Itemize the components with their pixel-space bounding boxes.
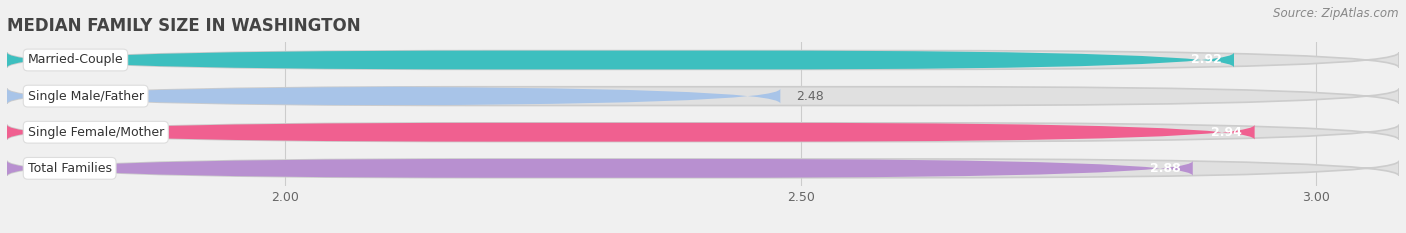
- Text: Single Male/Father: Single Male/Father: [28, 90, 143, 103]
- Text: Married-Couple: Married-Couple: [28, 54, 124, 66]
- FancyBboxPatch shape: [7, 51, 1399, 69]
- FancyBboxPatch shape: [7, 159, 1192, 178]
- Text: 2.94: 2.94: [1212, 126, 1243, 139]
- FancyBboxPatch shape: [7, 87, 1399, 106]
- Text: 2.92: 2.92: [1191, 54, 1222, 66]
- Text: Single Female/Mother: Single Female/Mother: [28, 126, 165, 139]
- Text: 2.88: 2.88: [1150, 162, 1181, 175]
- Text: Source: ZipAtlas.com: Source: ZipAtlas.com: [1274, 7, 1399, 20]
- FancyBboxPatch shape: [7, 51, 1234, 69]
- Text: MEDIAN FAMILY SIZE IN WASHINGTON: MEDIAN FAMILY SIZE IN WASHINGTON: [7, 17, 361, 35]
- FancyBboxPatch shape: [7, 159, 1399, 178]
- FancyBboxPatch shape: [7, 87, 780, 106]
- Text: 2.48: 2.48: [796, 90, 824, 103]
- FancyBboxPatch shape: [7, 123, 1254, 142]
- Text: Total Families: Total Families: [28, 162, 111, 175]
- FancyBboxPatch shape: [7, 123, 1399, 142]
